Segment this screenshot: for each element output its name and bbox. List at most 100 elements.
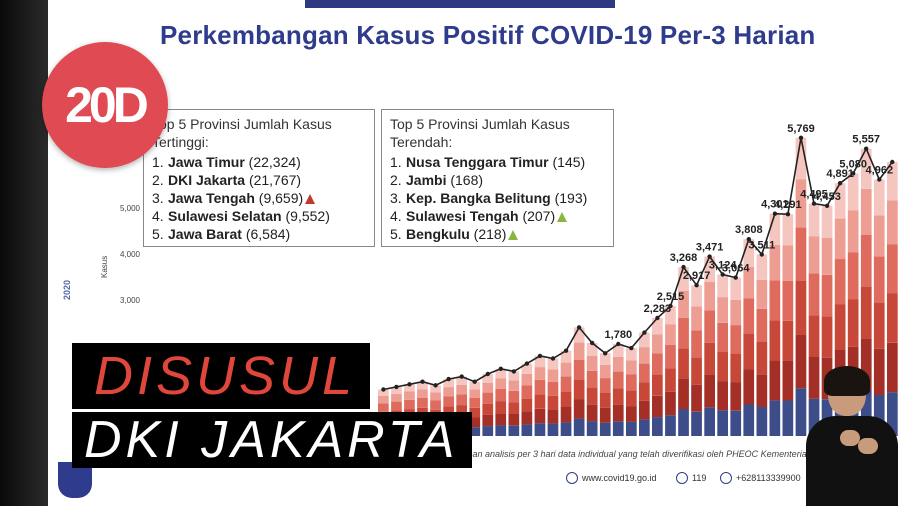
bar-segment: [717, 410, 728, 436]
bar-segment: [482, 374, 494, 383]
data-point: [537, 353, 543, 359]
data-point: [550, 356, 556, 361]
bar-segment: [639, 363, 650, 383]
bar-segment: [782, 360, 794, 401]
bar-segment: [887, 293, 898, 343]
data-label: 5,080: [839, 158, 867, 170]
headset-icon: [676, 472, 688, 484]
case-count: (22,324): [248, 154, 301, 170]
bar-segment: [456, 405, 467, 416]
bar-segment: [495, 378, 507, 389]
footer-website: www.covid19.go.id: [566, 472, 657, 484]
case-count: (21,767): [248, 172, 302, 188]
bar-segment: [678, 348, 689, 379]
data-point: [811, 201, 817, 206]
bar-segment: [665, 324, 676, 345]
up-arrow-icon: [557, 212, 568, 223]
bar-segment: [547, 381, 559, 396]
bar-segment: [495, 425, 507, 436]
bar-segment: [560, 391, 572, 407]
bar-segment: [821, 205, 833, 238]
bar-segment: [508, 414, 520, 426]
case-count: (193): [554, 190, 588, 206]
footer-hotline: 119: [676, 472, 706, 484]
case-count: (9,659): [258, 190, 304, 206]
bar-segment: [482, 426, 494, 436]
list-item: 1. Nusa Tenggara Timur (145): [390, 153, 605, 171]
bar-segment: [482, 414, 494, 427]
data-point: [420, 379, 425, 384]
agency-logo: [58, 462, 92, 498]
bar-segment: [612, 404, 624, 422]
province-name: Bengkulu: [406, 226, 470, 242]
bar-segment: [769, 320, 781, 361]
bar-segment: [534, 355, 546, 368]
bar-segment: [404, 399, 415, 410]
bar-segment: [534, 408, 546, 424]
list-item: 1. Jawa Timur (22,324): [152, 153, 366, 171]
bar-segment: [782, 214, 794, 246]
hotline-text: 119: [692, 473, 707, 483]
item-number: 2.: [390, 172, 402, 188]
bar-segment: [887, 200, 898, 245]
footer-whatsapp: +628113339900: [720, 472, 801, 484]
bar-segment: [860, 148, 872, 189]
bar-segment: [873, 256, 885, 303]
bar-segment: [808, 398, 820, 436]
bar-segment: [743, 333, 755, 369]
top5-highest-list: 1. Jawa Timur (22,324) 2. DKI Jakarta (21,7…: [152, 153, 366, 243]
data-point: [524, 361, 530, 366]
item-number: 4.: [152, 208, 164, 224]
item-number: 3.: [390, 190, 402, 206]
bar-segment: [834, 259, 846, 305]
province-name: Kep. Bangka Belitung: [406, 190, 551, 206]
case-count: (9,552): [285, 208, 330, 224]
bar-segment: [573, 418, 585, 436]
bar-segment: [443, 387, 454, 397]
bar-segment: [678, 267, 689, 291]
bar-segment: [743, 298, 755, 334]
province-name: Jawa Tengah: [168, 190, 255, 206]
bar-segment: [691, 357, 702, 385]
bar-segment: [417, 398, 428, 408]
bar-segment: [508, 402, 520, 414]
bar-segment: [508, 371, 520, 381]
bar-segment: [599, 353, 611, 365]
interpreter-hand: [858, 438, 878, 454]
bar-segment: [782, 320, 794, 361]
bar-segment: [521, 424, 533, 436]
bar-segment: [691, 384, 702, 412]
bar-segment: [639, 400, 650, 420]
province-name: Jawa Timur: [168, 154, 245, 170]
data-point: [824, 203, 830, 208]
data-point: [772, 211, 778, 216]
bar-segment: [704, 310, 715, 343]
bar-segment: [586, 404, 598, 422]
caption-line-2: DKI JAKARTA: [72, 412, 473, 468]
bar-segment: [469, 417, 481, 428]
bar-segment: [756, 407, 768, 436]
bar-segment: [521, 385, 533, 399]
bar-segment: [482, 392, 494, 404]
bar-segment: [730, 410, 742, 436]
bar-segment: [769, 280, 781, 321]
bar-segment: [821, 274, 833, 317]
bar-segment: [730, 382, 742, 411]
up-arrow-icon: [508, 230, 519, 241]
bar-segment: [378, 396, 389, 404]
list-item: 5. Bengkulu (218): [390, 225, 605, 243]
y-tick-label: 5,000: [119, 204, 140, 213]
website-text: www.covid19.go.id: [582, 473, 657, 483]
bar-segment: [626, 421, 637, 436]
bar-segment: [782, 245, 794, 281]
bar-segment: [639, 332, 650, 348]
bar-segment: [378, 389, 389, 396]
bar-segment: [639, 419, 650, 436]
bar-segment: [873, 302, 885, 349]
bar-segment: [547, 369, 559, 382]
top5-lowest-list: 1. Nusa Tenggara Timur (145) 2. Jambi (168)…: [390, 153, 605, 243]
bar-segment: [795, 137, 807, 180]
bar-segment: [508, 390, 520, 403]
bar-segment: [521, 411, 533, 425]
data-label: 3,808: [735, 224, 763, 236]
